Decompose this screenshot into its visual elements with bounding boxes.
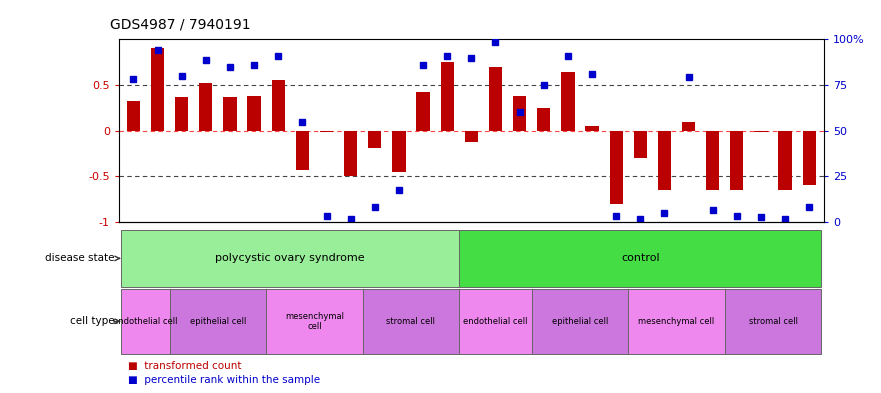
Bar (122, 289, 170, 354)
Bar (344, 130, 358, 176)
Bar (368, 130, 381, 148)
Bar (682, 121, 695, 130)
Bar (610, 130, 623, 204)
Bar (320, 130, 333, 132)
Text: ■  transformed count: ■ transformed count (128, 362, 241, 371)
Bar (658, 130, 671, 190)
Text: epithelial cell: epithelial cell (552, 317, 608, 326)
Text: epithelial cell: epithelial cell (189, 317, 246, 326)
Text: disease state: disease state (45, 253, 115, 263)
Text: endothelial cell: endothelial cell (463, 317, 528, 326)
Bar (122, 230, 459, 287)
Bar (464, 130, 478, 141)
Bar (513, 96, 526, 130)
Bar (151, 48, 164, 130)
Text: mesenchymal
cell: mesenchymal cell (285, 312, 344, 331)
Text: GDS4987 / 7940191: GDS4987 / 7940191 (110, 17, 251, 31)
Bar (199, 83, 212, 130)
Text: stromal cell: stromal cell (387, 317, 435, 326)
Bar (417, 92, 430, 130)
Bar (363, 289, 459, 354)
Bar (730, 130, 744, 190)
Bar (459, 230, 821, 287)
Bar (175, 97, 189, 130)
Bar (271, 81, 285, 130)
Bar (803, 130, 816, 185)
Bar (706, 130, 720, 190)
Bar (628, 289, 725, 354)
Bar (459, 289, 531, 354)
Bar (531, 289, 628, 354)
Bar (296, 130, 309, 170)
Bar (725, 289, 821, 354)
Bar (392, 130, 405, 172)
Bar (127, 101, 140, 130)
Bar (223, 97, 237, 130)
Bar (633, 130, 647, 158)
Bar (489, 67, 502, 130)
Text: ■  percentile rank within the sample: ■ percentile rank within the sample (128, 375, 320, 385)
Bar (248, 96, 261, 130)
Bar (754, 130, 767, 132)
Bar (266, 289, 363, 354)
Text: mesenchymal cell: mesenchymal cell (639, 317, 714, 326)
Text: polycystic ovary syndrome: polycystic ovary syndrome (216, 253, 365, 263)
Bar (537, 108, 551, 130)
Bar (585, 126, 599, 130)
Bar (170, 289, 266, 354)
Text: cell type: cell type (70, 316, 115, 326)
Text: endothelial cell: endothelial cell (114, 317, 178, 326)
Bar (561, 72, 574, 130)
Text: stromal cell: stromal cell (749, 317, 797, 326)
Bar (440, 62, 454, 130)
Text: control: control (621, 253, 660, 263)
Bar (779, 130, 792, 190)
